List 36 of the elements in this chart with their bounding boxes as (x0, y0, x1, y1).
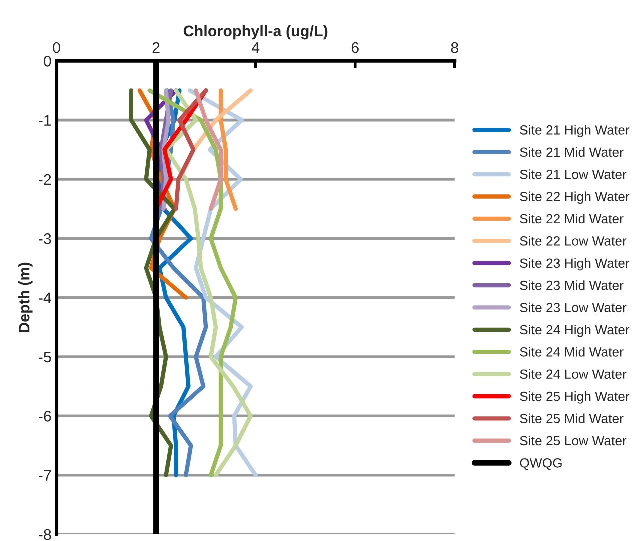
y-tick-label: -2 (39, 174, 52, 186)
y-tick-label: -5 (39, 352, 52, 363)
y-tick-label: -4 (39, 292, 52, 304)
x-tick-label: 2 (152, 42, 160, 54)
legend-label: Site 21 Mid Water (520, 147, 624, 158)
legend-label: Site 24 Mid Water (520, 347, 624, 357)
legend-label: Site 23 Mid Water (520, 280, 624, 290)
legend-label: Site 24 High Water (520, 324, 630, 338)
x-tick-label: 4 (252, 42, 260, 54)
y-tick-label: -3 (39, 234, 52, 244)
legend-label: Site 21 Low Water (520, 170, 627, 180)
line-series (194, 88, 224, 212)
y-tick-label: -6 (39, 411, 52, 422)
x-tick-label: 0 (53, 42, 60, 54)
legend-label: Site 23 High Water (520, 258, 630, 271)
legend-label: Site 25 High Water (520, 392, 630, 404)
x-tick-label: 8 (451, 42, 458, 54)
legend-label: Site 25 Low Water (520, 436, 627, 446)
x-tick-label: 6 (352, 42, 359, 54)
legend-label: Site 22 Low Water (520, 236, 627, 246)
legend-label: Site 23 Low Water (520, 302, 627, 312)
line-series (218, 88, 238, 212)
legend-label: Site 21 High Water (520, 125, 630, 138)
legend-label: Site 22 High Water (520, 192, 630, 204)
line-series (164, 88, 253, 478)
y-axis-title: Depth (m) (18, 262, 33, 332)
legend-label: QWQG (520, 458, 562, 470)
legend-label: Site 24 Low Water (520, 369, 627, 380)
legend-label: Site 25 Mid Water (520, 414, 624, 424)
y-tick-label: 0 (44, 56, 52, 67)
x-axis-title: Chlorophyll-a (ug/L) (184, 25, 328, 40)
legend-label: Site 22 Mid Water (520, 214, 624, 224)
y-tick-label: -1 (39, 115, 52, 126)
y-tick-label: -8 (39, 529, 52, 540)
y-tick-label: -7 (39, 470, 52, 481)
line-series (174, 88, 208, 212)
